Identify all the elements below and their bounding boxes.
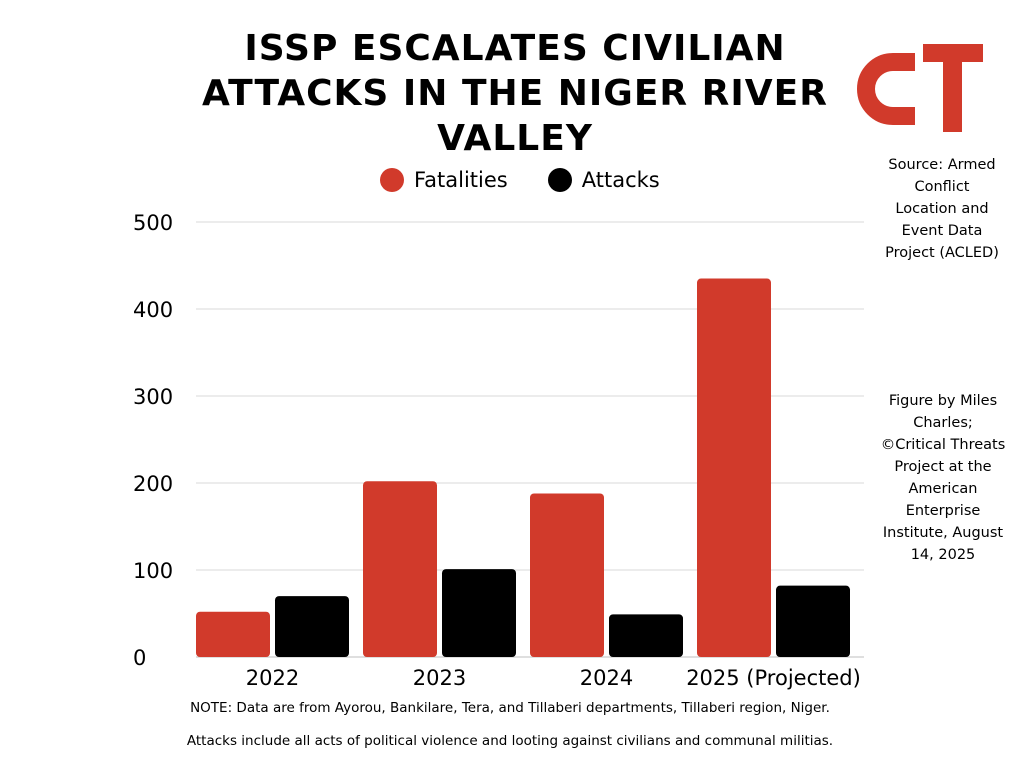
y-tick-label: 100 (133, 559, 173, 583)
ct-logo (857, 44, 983, 132)
x-tick-label: 2025 (Projected) (686, 666, 861, 690)
bar-fatalities-0 (196, 611, 270, 657)
legend: Fatalities Attacks (380, 168, 700, 192)
bar-fatalities-1 (363, 481, 437, 657)
legend-label-attacks: Attacks (581, 168, 660, 192)
y-tick-label: 400 (133, 298, 173, 322)
y-tick-label: 500 (133, 211, 173, 235)
source-note: Source: Armed Conflict Location and Even… (885, 157, 999, 261)
y-tick-label: 300 (133, 385, 173, 409)
bar-attacks-1 (442, 569, 516, 657)
legend-label-fatalities: Fatalities (414, 168, 508, 192)
bar-fatalities-3 (697, 278, 771, 657)
bar-attacks-3 (776, 585, 850, 657)
x-tick-label: 2023 (413, 666, 466, 690)
footnote-line-2: Attacks include all acts of political vi… (186, 733, 834, 749)
x-tick-label: 2024 (580, 666, 633, 690)
footnote-line-1: NOTE: Data are from Ayorou, Bankilare, T… (190, 700, 830, 716)
legend-item-fatalities: Fatalities (380, 168, 508, 192)
chart-title: ISSP ESCALATES CIVILIAN ATTACKS IN THE N… (202, 28, 828, 159)
bar-attacks-2 (609, 614, 683, 657)
bar-attacks-0 (275, 596, 349, 657)
y-tick-label: 200 (133, 472, 173, 496)
legend-item-attacks: Attacks (547, 168, 660, 192)
legend-swatch-fatalities (380, 168, 404, 192)
y-tick-label: 0 (133, 646, 146, 670)
legend-swatch-attacks (547, 168, 572, 192)
logo-t-stem (943, 44, 962, 132)
bar-fatalities-2 (530, 493, 604, 657)
logo-c-shape (857, 53, 915, 125)
x-tick-label: 2022 (246, 666, 299, 690)
credit-note: Figure by Miles Charles; ©Critical Threa… (880, 393, 1006, 563)
